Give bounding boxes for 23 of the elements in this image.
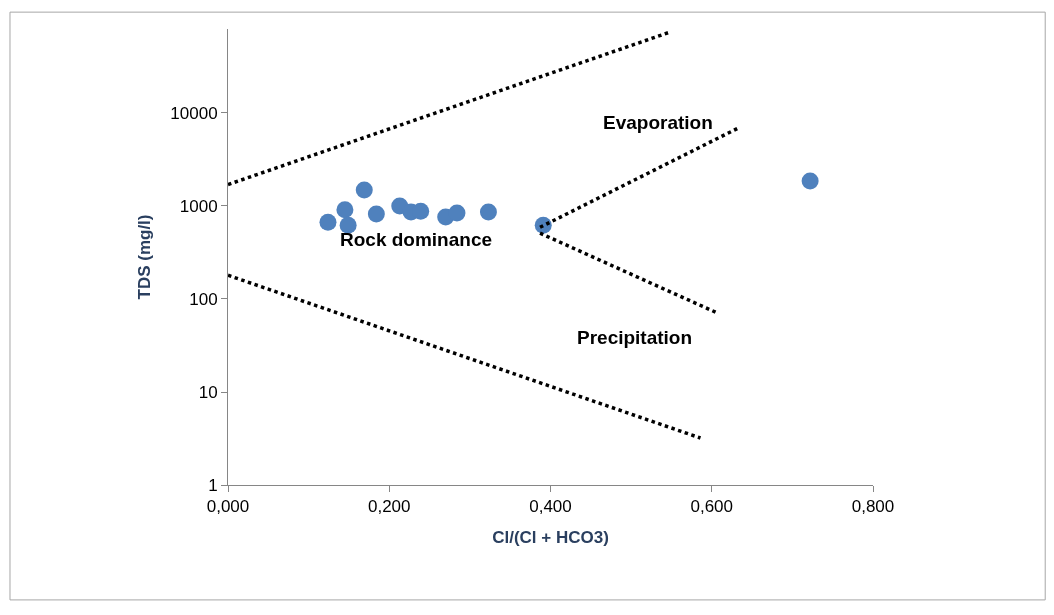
point <box>479 203 497 221</box>
annotation: Evaporation <box>603 112 713 133</box>
point <box>801 172 819 190</box>
x-axis-title: Cl/(Cl + HCO3) <box>492 527 609 547</box>
point <box>367 205 385 223</box>
y-tick-label: 1000 <box>179 196 218 216</box>
x-tick-label: 0,000 <box>206 497 250 517</box>
y-tick-label: 10000 <box>170 103 218 123</box>
point <box>339 216 357 234</box>
point <box>448 204 466 222</box>
point <box>355 181 373 199</box>
y-tick-label: 100 <box>189 289 218 309</box>
point <box>336 201 354 219</box>
y-tick-label: 10 <box>198 382 218 402</box>
x-tick-label: 0,800 <box>851 497 895 517</box>
x-tick-label: 0,200 <box>367 497 411 517</box>
y-tick-label: 1 <box>208 475 218 495</box>
point <box>319 213 337 231</box>
x-tick-label: 0,600 <box>690 497 734 517</box>
x-tick-label: 0,400 <box>529 497 572 517</box>
y-axis-title: TDS (mg/l) <box>134 214 154 300</box>
annotation: Rock dominance <box>340 229 493 250</box>
annotation: Precipitation <box>577 327 693 348</box>
